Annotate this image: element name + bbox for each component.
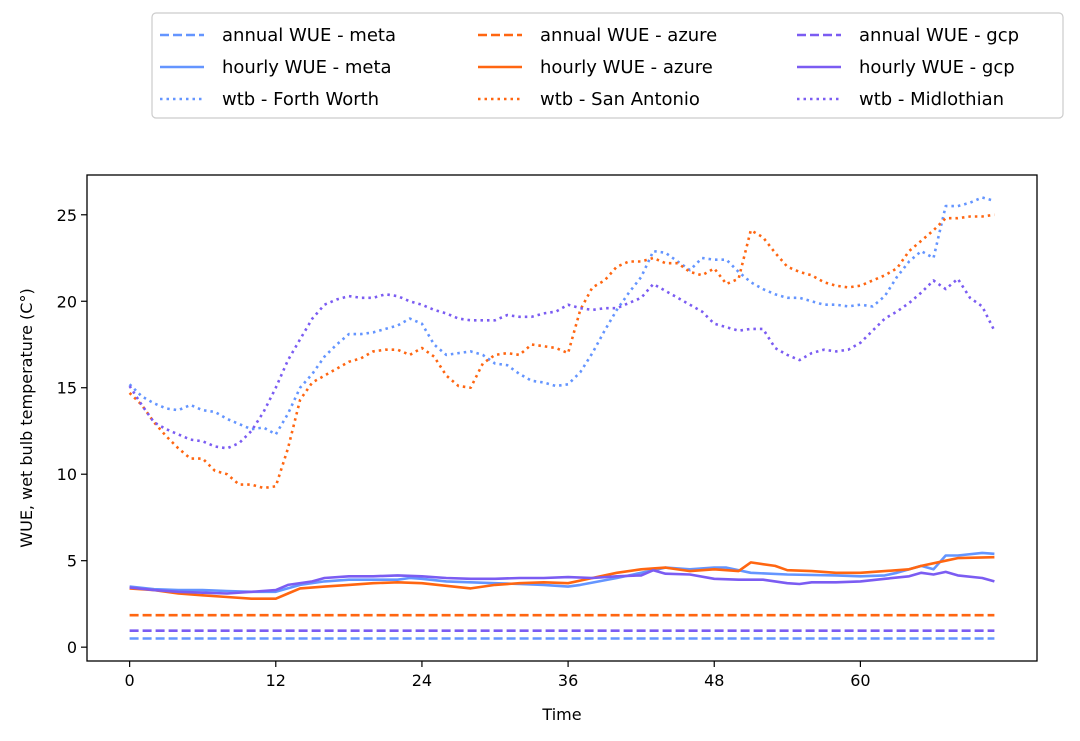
legend-label: annual WUE - azure [540,25,717,46]
x-tick-label: 12 [266,671,286,690]
legend-item: wtb - Midlothian [797,89,1004,110]
series-line-hourly-wue-azure [129,555,995,600]
legend-item: hourly WUE - gcp [797,57,1015,78]
y-tick-label: 25 [57,206,77,225]
legend-item: annual WUE - meta [160,25,396,46]
series-line-hourly-wue-meta [129,551,995,594]
legend-label: wtb - Midlothian [859,89,1004,110]
y-tick-label: 20 [57,292,77,311]
legend-item: annual WUE - gcp [797,25,1019,46]
series-line-wtb-san-antonio [128,213,995,490]
legend-label: wtb - Forth Worth [222,89,379,110]
legend-item: hourly WUE - azure [478,57,713,78]
legend-item: wtb - San Antonio [478,89,700,110]
legend-label: annual WUE - gcp [859,25,1019,46]
legend: annual WUE - meta hourly WUE - meta wtb - … [160,25,1019,110]
y-tick-label: 15 [57,379,77,398]
y-tick-label: 5 [67,552,77,571]
x-axis-label: Time [541,705,581,724]
legend-box [151,12,1064,119]
x-tick-label: 36 [558,671,578,690]
y-axis-label: WUE, wet bulb temperature (C°) [17,288,36,547]
x-tick-label: 48 [704,671,724,690]
legend-item: annual WUE - azure [478,25,717,46]
legend-label: hourly WUE - azure [540,57,713,78]
legend-label: annual WUE - meta [222,25,396,46]
series-line-hourly-wue-gcp [129,568,995,595]
y-tick-label: 0 [67,638,77,657]
x-tick-label: 60 [850,671,870,690]
x-tick-label: 0 [125,671,135,690]
ticks: 0 12 24 36 48 60 0 5 10 15 20 25 [57,206,871,690]
y-tick-label: 10 [57,465,77,484]
x-tick-label: 24 [412,671,432,690]
legend-label: wtb - San Antonio [540,89,700,110]
legend-item: wtb - Forth Worth [160,89,379,110]
legend-item: hourly WUE - meta [160,57,392,78]
series-layer [128,196,996,640]
legend-label: hourly WUE - gcp [859,57,1015,78]
plot-frame [86,174,1038,662]
legend-label: hourly WUE - meta [222,57,392,78]
